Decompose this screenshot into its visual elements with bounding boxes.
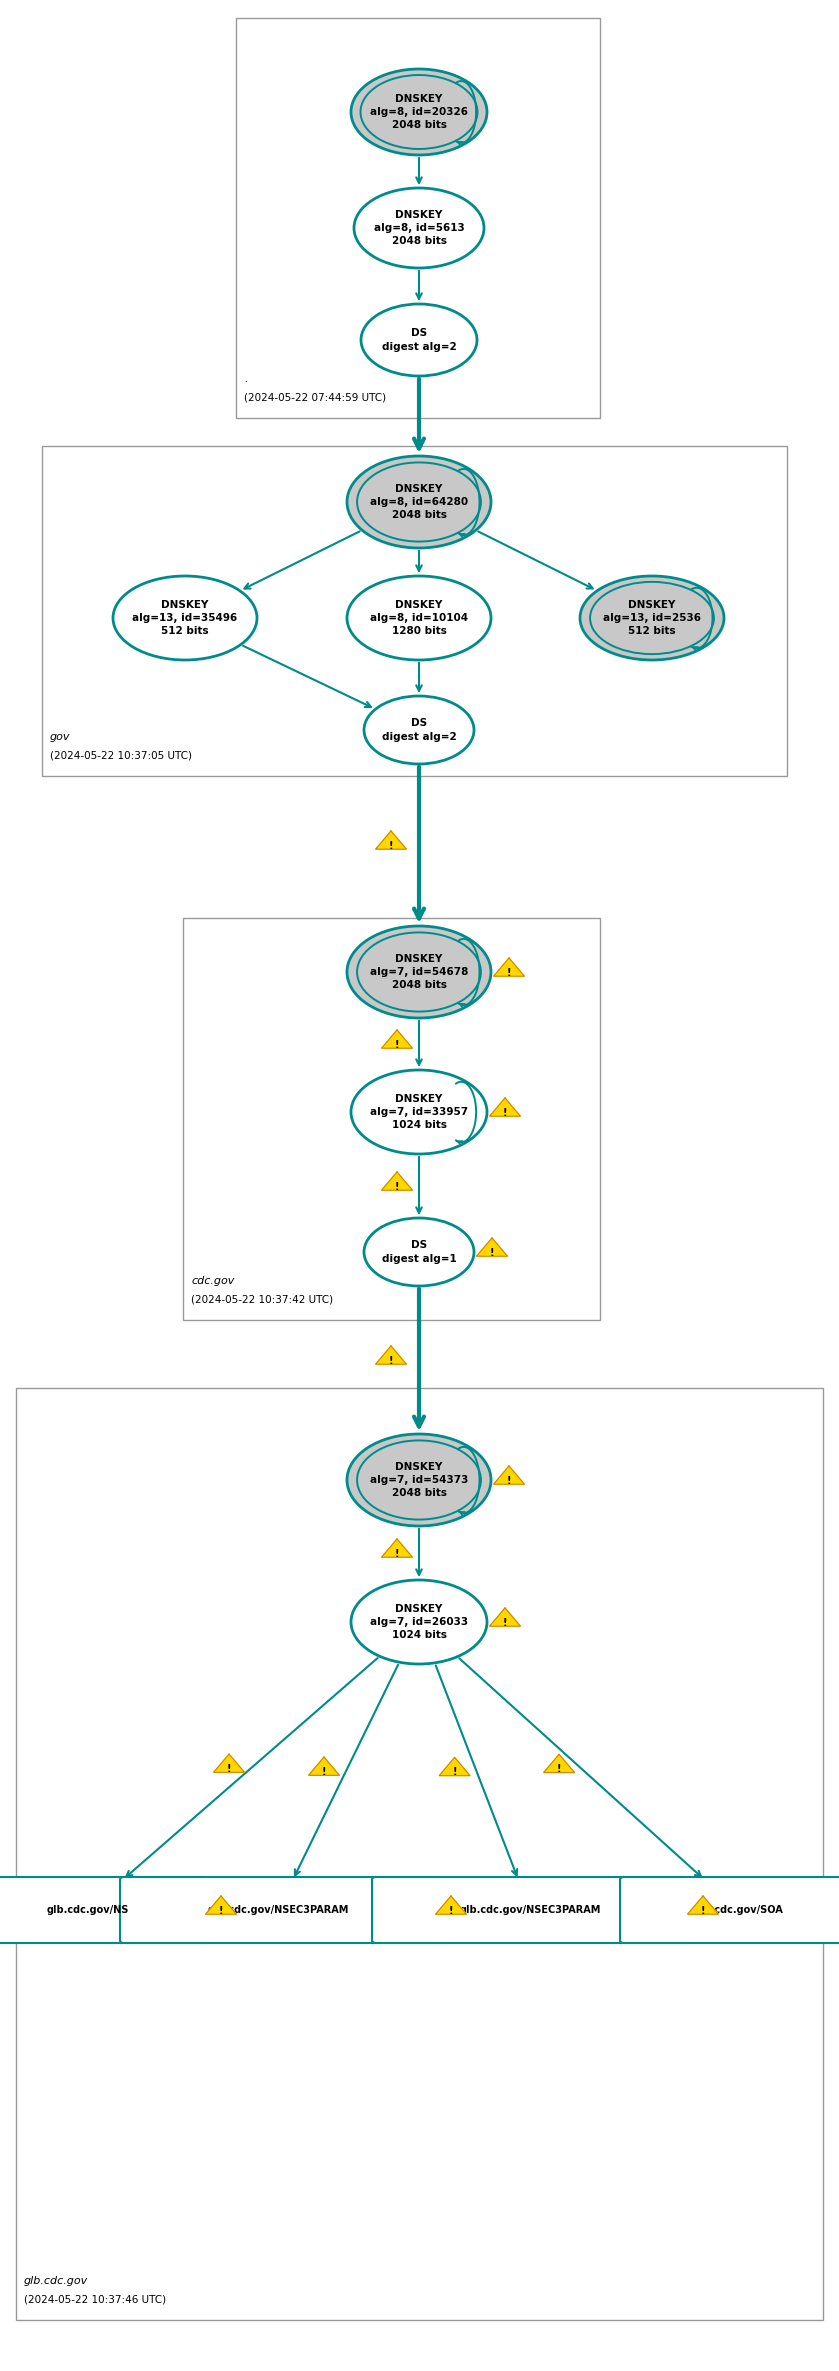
Ellipse shape <box>113 576 257 659</box>
FancyBboxPatch shape <box>620 1878 839 1942</box>
Text: !: ! <box>507 1475 511 1487</box>
Text: !: ! <box>321 1766 326 1776</box>
Bar <box>16 1387 823 2319</box>
FancyBboxPatch shape <box>120 1878 436 1942</box>
Text: !: ! <box>490 1247 494 1257</box>
Text: glb.cdc.gov/NSEC3PARAM: glb.cdc.gov/NSEC3PARAM <box>459 1904 601 1916</box>
FancyBboxPatch shape <box>372 1878 688 1942</box>
Polygon shape <box>382 1029 413 1048</box>
Text: (2024-05-22 10:37:46 UTC): (2024-05-22 10:37:46 UTC) <box>24 2295 166 2305</box>
Ellipse shape <box>351 1069 487 1155</box>
Text: DNSKEY
alg=7, id=26033
1024 bits: DNSKEY alg=7, id=26033 1024 bits <box>370 1603 468 1641</box>
Polygon shape <box>309 1757 340 1776</box>
FancyBboxPatch shape <box>0 1878 206 1942</box>
Text: .: . <box>244 375 248 384</box>
Text: !: ! <box>388 1356 393 1366</box>
Ellipse shape <box>361 303 477 377</box>
Polygon shape <box>439 1757 470 1776</box>
Text: glb.cdc.gov/SOA: glb.cdc.gov/SOA <box>693 1904 783 1916</box>
Polygon shape <box>382 1539 413 1558</box>
Text: DNSKEY
alg=8, id=10104
1280 bits: DNSKEY alg=8, id=10104 1280 bits <box>370 600 468 635</box>
Text: DNSKEY
alg=8, id=20326
2048 bits: DNSKEY alg=8, id=20326 2048 bits <box>370 95 468 130</box>
Text: !: ! <box>507 967 511 977</box>
Text: DNSKEY
alg=7, id=54373
2048 bits: DNSKEY alg=7, id=54373 2048 bits <box>370 1463 468 1498</box>
Text: !: ! <box>395 1548 399 1558</box>
Polygon shape <box>544 1755 575 1774</box>
Ellipse shape <box>351 1579 487 1664</box>
Text: !: ! <box>452 1766 457 1778</box>
Bar <box>183 918 600 1321</box>
Text: (2024-05-22 07:44:59 UTC): (2024-05-22 07:44:59 UTC) <box>244 391 386 403</box>
Text: DS
digest alg=1: DS digest alg=1 <box>382 1240 456 1264</box>
Text: cdc.gov: cdc.gov <box>191 1276 234 1285</box>
Polygon shape <box>493 1465 524 1484</box>
Polygon shape <box>493 958 524 977</box>
Polygon shape <box>477 1238 508 1257</box>
Text: DNSKEY
alg=13, id=2536
512 bits: DNSKEY alg=13, id=2536 512 bits <box>603 600 701 635</box>
Text: !: ! <box>449 1906 453 1916</box>
Text: DNSKEY
alg=7, id=54678
2048 bits: DNSKEY alg=7, id=54678 2048 bits <box>370 953 468 991</box>
Text: DNSKEY
alg=8, id=5613
2048 bits: DNSKEY alg=8, id=5613 2048 bits <box>373 209 464 247</box>
Text: !: ! <box>503 1107 508 1117</box>
Text: glb.cdc.gov/NS: glb.cdc.gov/NS <box>47 1904 129 1916</box>
Polygon shape <box>214 1755 244 1774</box>
Polygon shape <box>382 1171 413 1190</box>
Polygon shape <box>688 1897 718 1913</box>
Text: DNSKEY
alg=7, id=33957
1024 bits: DNSKEY alg=7, id=33957 1024 bits <box>370 1093 468 1131</box>
Polygon shape <box>490 1608 520 1627</box>
Text: !: ! <box>227 1764 232 1774</box>
Ellipse shape <box>580 576 724 659</box>
Ellipse shape <box>347 1434 491 1527</box>
Text: !: ! <box>701 1906 706 1916</box>
Text: !: ! <box>503 1617 508 1629</box>
Text: DS
digest alg=2: DS digest alg=2 <box>382 330 456 351</box>
Text: !: ! <box>219 1906 223 1916</box>
Ellipse shape <box>347 576 491 659</box>
Text: (2024-05-22 10:37:42 UTC): (2024-05-22 10:37:42 UTC) <box>191 1295 333 1304</box>
Ellipse shape <box>354 187 484 268</box>
Text: DNSKEY
alg=8, id=64280
2048 bits: DNSKEY alg=8, id=64280 2048 bits <box>370 484 468 519</box>
Polygon shape <box>435 1897 466 1913</box>
Ellipse shape <box>364 697 474 763</box>
Text: !: ! <box>557 1764 561 1774</box>
Polygon shape <box>490 1098 520 1117</box>
Text: glb.cdc.gov: glb.cdc.gov <box>24 2276 88 2286</box>
Ellipse shape <box>347 927 491 1017</box>
Bar <box>236 19 600 417</box>
Ellipse shape <box>364 1219 474 1285</box>
Text: !: ! <box>395 1041 399 1050</box>
Polygon shape <box>376 830 406 849</box>
Text: (2024-05-22 10:37:05 UTC): (2024-05-22 10:37:05 UTC) <box>50 749 192 761</box>
Text: gov: gov <box>50 733 70 742</box>
Ellipse shape <box>347 455 491 548</box>
Ellipse shape <box>351 69 487 154</box>
Text: glb.cdc.gov/NSEC3PARAM: glb.cdc.gov/NSEC3PARAM <box>207 1904 349 1916</box>
Text: !: ! <box>388 842 393 851</box>
Text: !: ! <box>395 1181 399 1193</box>
Bar <box>42 446 787 775</box>
Text: DS
digest alg=2: DS digest alg=2 <box>382 718 456 742</box>
Text: DNSKEY
alg=13, id=35496
512 bits: DNSKEY alg=13, id=35496 512 bits <box>133 600 237 635</box>
Polygon shape <box>376 1347 406 1363</box>
Polygon shape <box>206 1897 237 1913</box>
